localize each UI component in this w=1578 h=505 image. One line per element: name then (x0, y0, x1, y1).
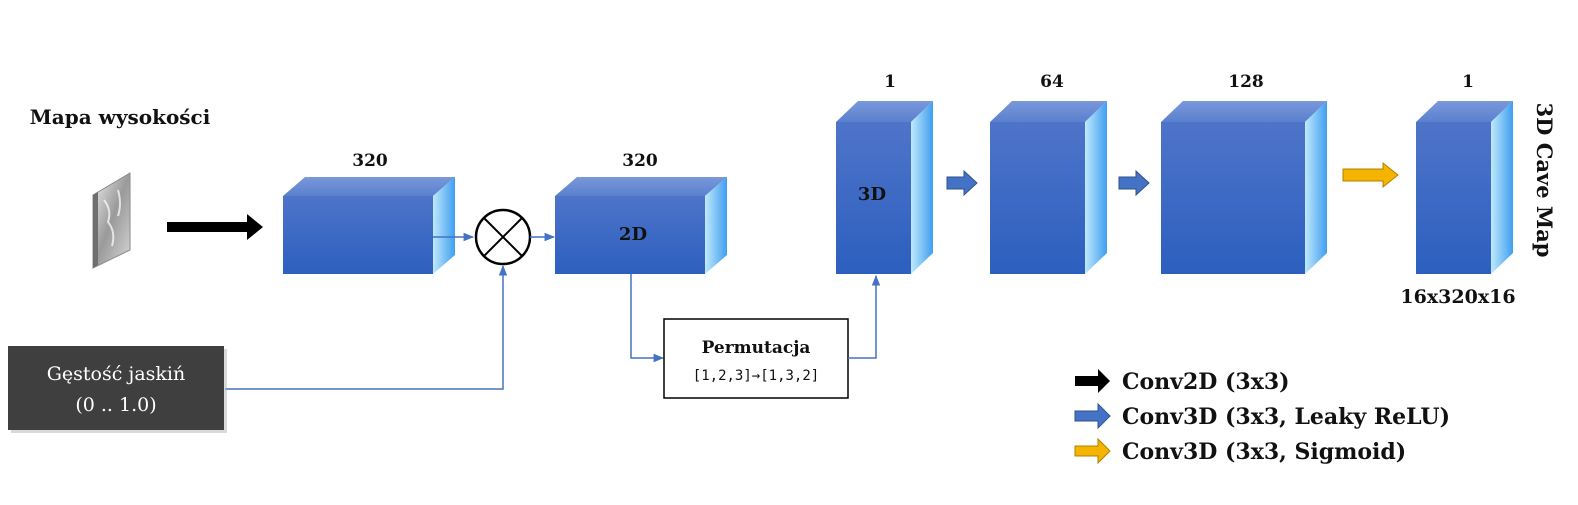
conv3d-arrow-2 (1118, 169, 1150, 197)
cave-density-box (8, 346, 227, 433)
connector-density-to-multiply (225, 264, 508, 390)
output-title: 3D Cave Map (1532, 103, 1557, 258)
permutation-title: Permutacja (702, 338, 811, 358)
conv3d-arrow-1 (946, 169, 978, 197)
output-block-channels: 1 (1462, 72, 1474, 92)
legend-conv3d-sigmoid-icon (1074, 437, 1111, 465)
cave-density-label: Gęstość jaskiń (47, 363, 185, 385)
sigmoid-arrow (1342, 161, 1399, 189)
conv2d-block-1 (283, 177, 455, 274)
legend: Conv2D (3x3) Conv3D (3x3, Leaky ReLU) Co… (1074, 369, 1450, 465)
conv3d-block-1-channels: 1 (884, 72, 896, 92)
connector-block2-to-permutation (630, 274, 665, 363)
output-size-label: 16x320x16 (1400, 286, 1515, 308)
cave-density-range: (0 .. 1.0) (75, 394, 156, 416)
conv3d-block-3-channels: 128 (1228, 72, 1264, 92)
legend-conv3d-leaky-label: Conv3D (3x3, Leaky ReLU) (1122, 404, 1450, 430)
conv3d-block-2 (990, 101, 1107, 274)
heightmap-tile (92, 172, 131, 269)
conv3d-block-3 (1161, 101, 1327, 274)
legend-conv3d-leaky-icon (1074, 402, 1111, 430)
conv2d-block-2-label: 2D (619, 224, 647, 245)
conv2d-arrow (167, 214, 263, 240)
permutation-formula: [1,2,3]→[1,3,2] (693, 368, 819, 384)
permutation-box (663, 318, 849, 399)
connector-permutation-to-block3 (848, 274, 881, 359)
legend-conv2d-icon (1075, 369, 1110, 393)
legend-conv3d-sigmoid-label: Conv3D (3x3, Sigmoid) (1122, 439, 1406, 465)
heightmap-label: Mapa wysokości (30, 105, 211, 129)
conv3d-block-1 (836, 101, 933, 274)
conv2d-block-2 (555, 177, 727, 274)
legend-conv2d-label: Conv2D (3x3) (1122, 369, 1290, 395)
conv2d-block-1-channels: 320 (352, 151, 388, 171)
conv3d-block-2-channels: 64 (1040, 72, 1064, 92)
conv2d-block-2-channels: 320 (622, 151, 658, 171)
conv3d-block-1-label: 3D (858, 184, 886, 205)
output-block (1416, 101, 1513, 274)
multiply-icon (474, 208, 532, 266)
